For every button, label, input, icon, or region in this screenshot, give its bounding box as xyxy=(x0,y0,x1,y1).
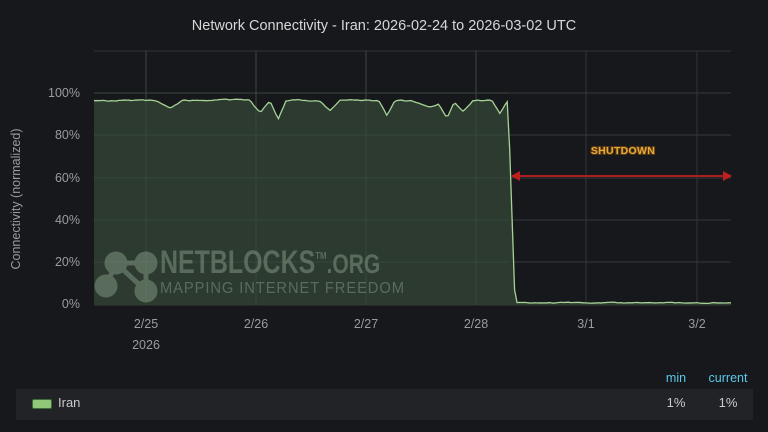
svg-text:Connectivity (normalized): Connectivity (normalized) xyxy=(9,128,23,269)
svg-text:0%: 0% xyxy=(62,297,80,311)
svg-text:60%: 60% xyxy=(55,171,80,185)
svg-text:2/28: 2/28 xyxy=(464,317,488,331)
svg-text:MAPPING INTERNET FREEDOM: MAPPING INTERNET FREEDOM xyxy=(160,279,405,297)
svg-text:2/26: 2/26 xyxy=(244,317,268,331)
svg-text:NETBLOCKSTM.ORG: NETBLOCKSTM.ORG xyxy=(160,245,380,281)
svg-text:80%: 80% xyxy=(55,128,80,142)
svg-text:100%: 100% xyxy=(48,86,80,100)
svg-text:20%: 20% xyxy=(55,255,80,269)
svg-text:2026: 2026 xyxy=(132,338,160,352)
svg-text:3/1: 3/1 xyxy=(577,317,594,331)
svg-text:SHUTDOWN: SHUTDOWN xyxy=(591,145,655,157)
svg-text:2/27: 2/27 xyxy=(354,317,378,331)
svg-text:3/2: 3/2 xyxy=(688,317,705,331)
svg-text:40%: 40% xyxy=(55,213,80,227)
svg-text:2/25: 2/25 xyxy=(134,317,158,331)
